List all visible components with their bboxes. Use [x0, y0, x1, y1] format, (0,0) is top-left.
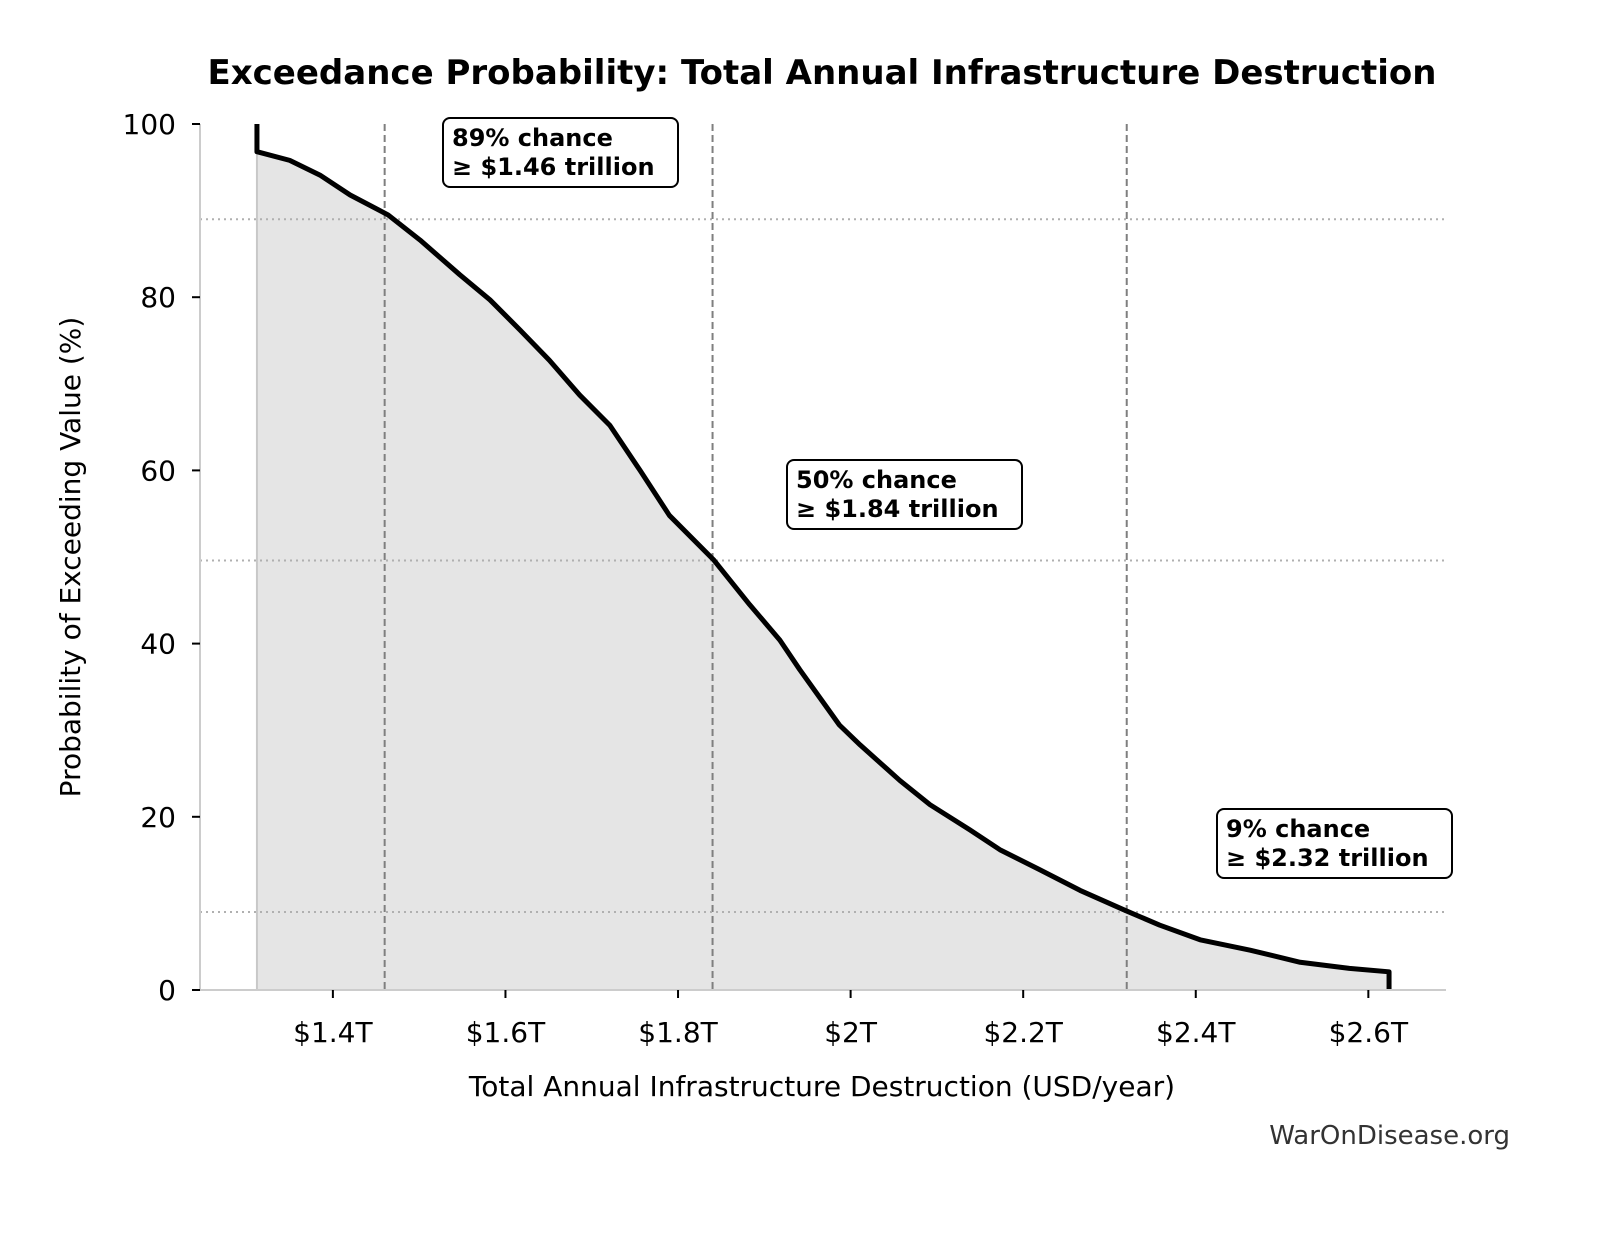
annotation-line1: 50% chance: [796, 466, 957, 494]
x-tick-label: $2.2T: [983, 1016, 1063, 1049]
annotation-line2: ≥ $2.32 trillion: [1226, 844, 1429, 872]
y-axis-label: Probability of Exceeding Value (%): [54, 317, 87, 798]
x-tick-label: $2T: [824, 1016, 878, 1049]
annotation-line1: 9% chance: [1226, 815, 1370, 843]
chart-title: Exceedance Probability: Total Annual Inf…: [208, 53, 1437, 93]
y-tick-label: 0: [158, 974, 176, 1007]
annotation-box: 9% chance≥ $2.32 trillion: [1216, 808, 1453, 879]
x-axis-label: Total Annual Infrastructure Destruction …: [468, 1070, 1175, 1103]
area-fill: [256, 124, 1390, 990]
annotation-line2: ≥ $1.46 trillion: [452, 153, 655, 181]
annotation-frame: [1216, 808, 1453, 879]
y-tick-label: 80: [140, 281, 176, 314]
annotation-line2: ≥ $1.84 trillion: [796, 495, 999, 523]
annotation-frame: [786, 459, 1023, 530]
x-tick-label: $2.6T: [1329, 1016, 1409, 1049]
annotation-box: 89% chance≥ $1.46 trillion: [442, 117, 679, 188]
y-tick-label: 60: [140, 454, 176, 487]
y-tick-label: 100: [123, 108, 176, 141]
annotation-frame: [442, 117, 679, 188]
x-tick-label: $1.8T: [638, 1016, 718, 1049]
plot-area: 0 20 40 60 80 100 $1.4T $1.6T $1.8T $2T $2.2T $2.4T…: [123, 108, 1453, 1049]
annotation-box: 50% chance≥ $1.84 trillion: [786, 459, 1023, 530]
y-tick-label: 20: [140, 801, 176, 834]
exceedance-curve: [254, 124, 1392, 990]
x-tick-label: $1.6T: [466, 1016, 546, 1049]
annotation-line1: 89% chance: [452, 124, 613, 152]
x-tick-label: $2.4T: [1156, 1016, 1236, 1049]
y-tick-label: 40: [140, 628, 176, 661]
watermark: WarOnDisease.org: [1269, 1121, 1510, 1151]
x-tick-label: $1.4T: [293, 1016, 373, 1049]
